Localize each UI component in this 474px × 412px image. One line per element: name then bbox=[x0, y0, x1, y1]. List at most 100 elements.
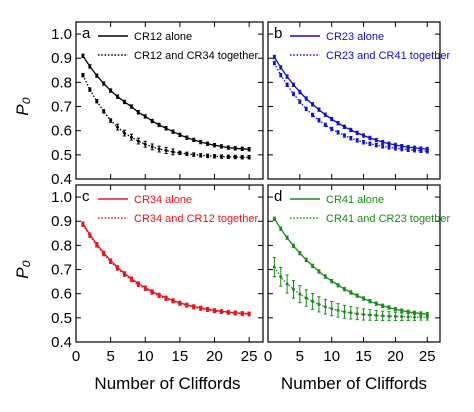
data-point bbox=[362, 134, 366, 138]
data-point bbox=[311, 264, 315, 268]
data-point bbox=[381, 304, 385, 308]
data-point bbox=[164, 126, 168, 130]
data-point bbox=[342, 134, 346, 138]
data-point bbox=[233, 311, 237, 315]
data-point bbox=[355, 312, 359, 316]
data-point bbox=[272, 55, 276, 59]
data-point bbox=[374, 313, 378, 317]
data-point bbox=[279, 65, 283, 69]
panel-a: 0.4 0.5 0.6 0.7 0.8 0.9 1.0 CR12 alone CR12 and … bbox=[13, 21, 264, 188]
data-point bbox=[298, 251, 302, 255]
data-point bbox=[122, 273, 126, 277]
data-point bbox=[317, 269, 321, 273]
data-point bbox=[157, 294, 161, 298]
data-point bbox=[213, 309, 217, 313]
plot-frame bbox=[267, 184, 441, 343]
legend-label: CR12 alone bbox=[134, 31, 192, 43]
data-point bbox=[129, 278, 133, 282]
data-point bbox=[323, 113, 327, 117]
data-point bbox=[317, 108, 321, 112]
data-point bbox=[349, 136, 353, 140]
data-point bbox=[285, 75, 289, 79]
data-point bbox=[226, 155, 230, 159]
data-point bbox=[122, 131, 126, 135]
data-point bbox=[349, 128, 353, 132]
data-point bbox=[129, 105, 133, 109]
data-point bbox=[178, 133, 182, 137]
data-point bbox=[272, 265, 276, 269]
data-point bbox=[150, 290, 154, 294]
data-point bbox=[279, 73, 283, 77]
data-point bbox=[81, 223, 85, 227]
data-point bbox=[272, 217, 276, 221]
data-point bbox=[387, 142, 391, 146]
plot-frame bbox=[267, 21, 441, 180]
data-point bbox=[199, 153, 203, 157]
data-point bbox=[381, 314, 385, 318]
data-point bbox=[219, 310, 223, 314]
data-point bbox=[143, 287, 147, 291]
panel-letter: a bbox=[82, 25, 91, 42]
y-tick-label: 0.9 bbox=[51, 213, 72, 230]
y-tick-label: 0.6 bbox=[51, 286, 72, 303]
data-point bbox=[219, 155, 223, 159]
legend-label: CR34 and CR12 together bbox=[134, 213, 258, 225]
data-point bbox=[393, 143, 397, 147]
data-point bbox=[122, 100, 126, 104]
y-tick-label: 0.5 bbox=[51, 147, 72, 164]
data-point bbox=[413, 315, 417, 319]
x-tick-label: 15 bbox=[355, 348, 372, 365]
y-tick-label: 0.7 bbox=[51, 262, 72, 279]
data-point bbox=[311, 299, 315, 303]
data-point bbox=[102, 252, 106, 256]
data-point bbox=[109, 119, 113, 123]
data-point bbox=[298, 90, 302, 94]
data-point bbox=[291, 244, 295, 248]
data-point bbox=[285, 236, 289, 240]
data-point bbox=[213, 143, 217, 147]
data-point bbox=[95, 74, 99, 78]
data-point bbox=[279, 227, 283, 231]
data-point bbox=[368, 313, 372, 317]
data-point bbox=[413, 148, 417, 152]
data-point bbox=[109, 89, 113, 93]
data-point bbox=[185, 304, 189, 308]
data-point bbox=[311, 102, 315, 106]
data-point bbox=[247, 147, 251, 151]
data-point bbox=[400, 147, 404, 151]
data-point bbox=[317, 118, 321, 122]
data-point bbox=[400, 309, 404, 313]
x-tick-label: 10 bbox=[323, 348, 340, 365]
data-point bbox=[406, 148, 410, 152]
panel-letter: d bbox=[274, 188, 282, 205]
data-point bbox=[291, 287, 295, 291]
panel-c: 0 5 10 15 20 25 0.4 0.5 0.6 0.7 0.8 0.9 1.0 CR34 alon… bbox=[13, 184, 264, 393]
data-point bbox=[419, 315, 423, 319]
data-point bbox=[406, 310, 410, 314]
x-tick-label: 15 bbox=[172, 348, 189, 365]
x-tick-label: 20 bbox=[206, 348, 223, 365]
data-point bbox=[374, 143, 378, 147]
y-axis-title: P₀ bbox=[13, 260, 32, 279]
data-point bbox=[368, 299, 372, 303]
y-tick-label: 0.4 bbox=[51, 334, 72, 351]
data-point bbox=[298, 292, 302, 296]
data-point bbox=[336, 121, 340, 125]
data-point bbox=[199, 140, 203, 144]
data-point bbox=[88, 234, 92, 238]
data-point bbox=[291, 92, 295, 96]
data-point bbox=[387, 305, 391, 309]
data-point bbox=[425, 149, 429, 153]
data-point bbox=[336, 130, 340, 134]
x-tick-label: 0 bbox=[264, 348, 272, 365]
y-tick-label: 0.5 bbox=[51, 310, 72, 327]
data-point bbox=[406, 315, 410, 319]
data-point bbox=[304, 97, 308, 101]
data-point bbox=[171, 130, 175, 134]
data-point bbox=[178, 151, 182, 155]
data-point bbox=[323, 275, 327, 279]
data-point bbox=[285, 83, 289, 87]
data-point bbox=[342, 310, 346, 314]
panel-b: CR23 alone CR23 and CR41 together b bbox=[267, 21, 450, 180]
y-tick-label: 0.6 bbox=[51, 123, 72, 140]
